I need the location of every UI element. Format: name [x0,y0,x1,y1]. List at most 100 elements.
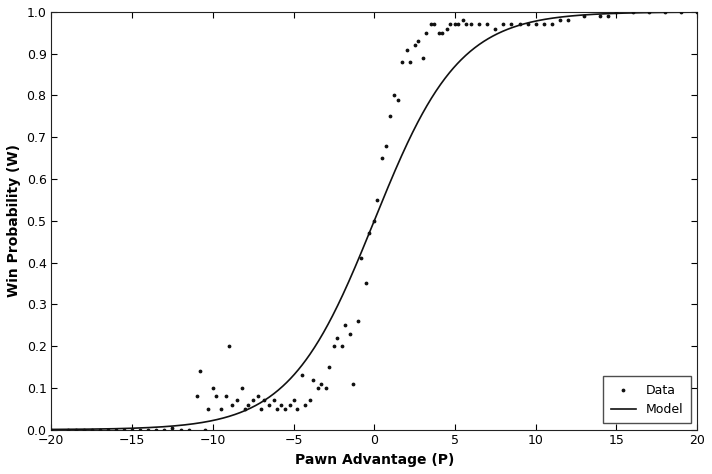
Data [417,54,429,62]
Data [299,401,310,409]
Data [441,25,453,32]
Data [263,401,275,409]
Data [412,37,424,45]
Data [248,397,259,404]
Data [207,384,219,392]
Data [691,8,703,16]
Data [355,255,367,262]
Data [175,426,187,433]
Data [453,21,464,28]
Data [352,317,364,325]
Data [436,29,448,36]
Data [675,8,686,16]
Data [425,21,436,28]
Data [404,58,416,66]
Data [94,426,105,433]
Legend: Data, Model: Data, Model [603,376,691,423]
Data [328,342,340,350]
Data [288,397,299,404]
Data [151,426,162,433]
Data [659,8,671,16]
Data [449,21,461,28]
Data [627,8,638,16]
Data [498,21,509,28]
Data [258,397,270,404]
Model [308,347,317,353]
Data [280,405,291,412]
Data [369,217,380,225]
Data [202,405,214,412]
Data [562,17,574,24]
Data [388,91,399,99]
Data [46,426,57,433]
Data [481,21,493,28]
Data [210,392,221,400]
Data [243,401,254,409]
Data [384,113,396,120]
Data [514,21,525,28]
Data [70,426,81,433]
Model [562,14,571,19]
Data [360,280,372,287]
X-axis label: Pawn Advantage (P): Pawn Advantage (P) [295,453,454,467]
Data [159,426,170,433]
Data [236,384,248,392]
Data [602,12,614,20]
Data [340,321,351,329]
Data [372,196,383,204]
Data [272,405,283,412]
Data [506,21,517,28]
Data [220,392,231,400]
Data [429,21,440,28]
Data [304,397,315,404]
Data [457,17,468,24]
Data [215,405,226,412]
Data [444,21,456,28]
Data [312,384,323,392]
Data [554,17,565,24]
Data [285,401,296,409]
Data [142,426,154,433]
Model [113,426,122,431]
Data [167,424,178,431]
Data [296,372,308,379]
Line: Model: Model [51,12,697,429]
Data [118,426,130,433]
Data [226,401,238,409]
Data [530,21,541,28]
Data [199,426,211,433]
Data [364,229,375,237]
Data [256,405,267,412]
Model [693,9,701,15]
Y-axis label: Win Probability (W): Win Probability (W) [7,144,21,297]
Data [268,397,280,404]
Data [239,405,251,412]
Data [643,8,654,16]
Data [538,21,550,28]
Data [490,25,501,32]
Data [102,426,113,433]
Data [433,29,444,36]
Model [332,307,340,312]
Data [323,363,335,371]
Data [191,392,202,400]
Data [473,21,485,28]
Data [275,401,286,409]
Data [307,376,318,383]
Data [396,58,407,66]
Data [336,342,347,350]
Data [62,426,73,433]
Data [393,96,404,103]
Data [345,330,356,337]
Data [409,42,420,49]
Data [315,380,327,387]
Data [127,426,138,433]
Data [466,21,477,28]
Data [420,29,431,36]
Data [194,367,206,375]
Model [550,15,559,21]
Data [110,426,122,433]
Data [86,426,98,433]
Data [546,21,557,28]
Data [379,142,391,149]
